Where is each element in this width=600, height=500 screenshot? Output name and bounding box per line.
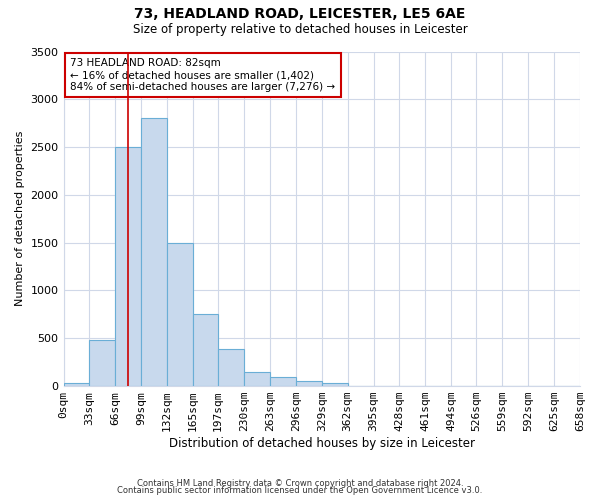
Text: 73 HEADLAND ROAD: 82sqm
← 16% of detached houses are smaller (1,402)
84% of semi: 73 HEADLAND ROAD: 82sqm ← 16% of detache… <box>70 58 335 92</box>
Y-axis label: Number of detached properties: Number of detached properties <box>15 131 25 306</box>
Text: Contains public sector information licensed under the Open Government Licence v3: Contains public sector information licen… <box>118 486 482 495</box>
Bar <box>322 383 347 386</box>
Bar <box>89 340 115 386</box>
Text: Size of property relative to detached houses in Leicester: Size of property relative to detached ho… <box>133 22 467 36</box>
Bar <box>296 381 322 386</box>
X-axis label: Distribution of detached houses by size in Leicester: Distribution of detached houses by size … <box>169 437 475 450</box>
Bar <box>64 383 89 386</box>
Text: 73, HEADLAND ROAD, LEICESTER, LE5 6AE: 73, HEADLAND ROAD, LEICESTER, LE5 6AE <box>134 8 466 22</box>
Bar <box>167 242 193 386</box>
Text: Contains HM Land Registry data © Crown copyright and database right 2024.: Contains HM Land Registry data © Crown c… <box>137 478 463 488</box>
Bar <box>218 349 244 386</box>
Bar <box>193 314 218 386</box>
Bar <box>270 378 296 386</box>
Bar <box>115 147 141 386</box>
Bar <box>244 372 270 386</box>
Bar <box>141 118 167 386</box>
